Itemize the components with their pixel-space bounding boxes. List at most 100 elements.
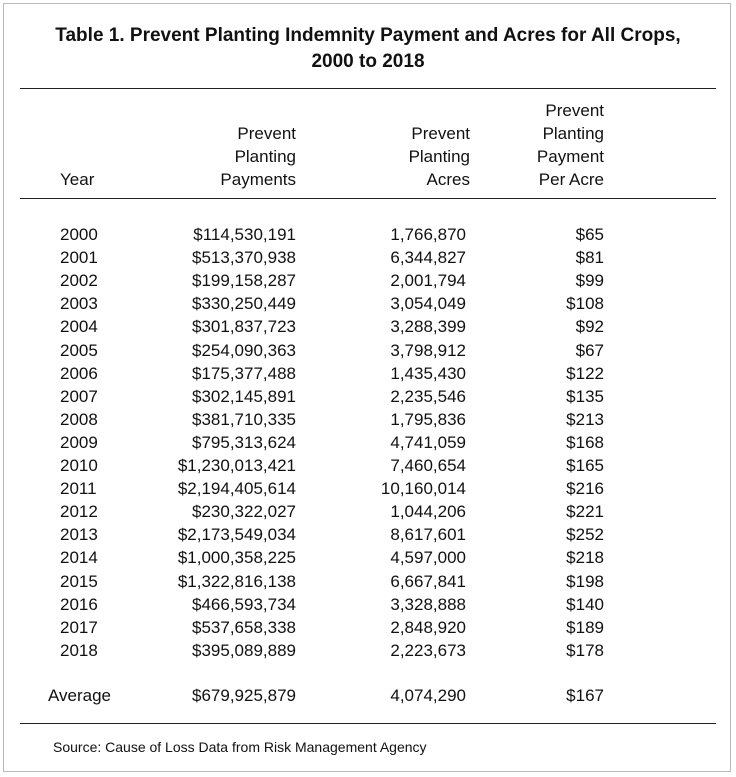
row-per-acre: $178 bbox=[566, 641, 604, 660]
row-year: 2000 bbox=[60, 225, 98, 244]
header-payments-line3: Payments bbox=[220, 170, 296, 189]
header-per-acre-line4: Per Acre bbox=[538, 170, 604, 189]
row-acres: 2,235,546 bbox=[390, 387, 466, 406]
row-per-acre: $252 bbox=[566, 525, 604, 544]
row-year: 2003 bbox=[60, 294, 98, 313]
row-acres: 3,328,888 bbox=[390, 595, 466, 614]
row-acres: 2,001,794 bbox=[390, 271, 466, 290]
row-acres: 10,160,014 bbox=[380, 479, 466, 498]
header-per-acre-line1: Prevent bbox=[545, 101, 604, 120]
header-acres-line3: Acres bbox=[426, 170, 470, 189]
header-payments-line1: Prevent bbox=[237, 124, 296, 143]
row-year: 2014 bbox=[60, 548, 98, 567]
row-payments: $466,593,734 bbox=[192, 595, 296, 614]
header-payments-line2: Planting bbox=[234, 147, 296, 166]
row-year: 2015 bbox=[60, 572, 98, 591]
row-year: 2009 bbox=[60, 433, 98, 452]
row-acres: 2,223,673 bbox=[390, 641, 466, 660]
table-title: Table 1. Prevent Planting Indemnity Paym… bbox=[55, 25, 681, 46]
row-payments: $199,158,287 bbox=[192, 271, 296, 290]
source-note: Source: Cause of Loss Data from Risk Man… bbox=[53, 739, 427, 755]
row-per-acre: $213 bbox=[566, 410, 604, 429]
row-year: 2016 bbox=[60, 595, 98, 614]
row-year: 2001 bbox=[60, 248, 98, 267]
row-acres: 1,795,836 bbox=[390, 410, 466, 429]
row-per-acre: $168 bbox=[566, 433, 604, 452]
row-per-acre: $99 bbox=[575, 271, 604, 290]
header-acres-line1: Prevent bbox=[411, 124, 470, 143]
row-per-acre: $67 bbox=[575, 341, 604, 360]
row-acres: 3,798,912 bbox=[390, 341, 466, 360]
row-year: 2008 bbox=[60, 410, 98, 429]
row-year: 2010 bbox=[60, 456, 98, 475]
row-year: 2006 bbox=[60, 364, 98, 383]
row-year: 2007 bbox=[60, 387, 98, 406]
top-rule bbox=[20, 88, 716, 89]
row-year: 2004 bbox=[60, 317, 98, 336]
row-payments: $1,322,816,138 bbox=[177, 572, 296, 591]
row-payments: $175,377,488 bbox=[192, 364, 296, 383]
row-acres: 2,848,920 bbox=[390, 618, 466, 637]
row-per-acre: $221 bbox=[566, 502, 604, 521]
row-acres: 3,288,399 bbox=[390, 317, 466, 336]
header-rule bbox=[20, 198, 716, 199]
row-year: 2013 bbox=[60, 525, 98, 544]
row-acres: 3,054,049 bbox=[390, 294, 466, 313]
row-acres: 1,435,430 bbox=[390, 364, 466, 383]
row-acres: 6,667,841 bbox=[390, 572, 466, 591]
row-payments: $395,089,889 bbox=[192, 641, 296, 660]
row-per-acre: $92 bbox=[575, 317, 604, 336]
row-payments: $114,530,191 bbox=[193, 225, 296, 244]
header-per-acre-line2: Planting bbox=[542, 124, 604, 143]
row-payments: $330,250,449 bbox=[192, 294, 296, 313]
row-payments: $795,313,624 bbox=[192, 433, 296, 452]
header-acres: Prevent Planting Acres bbox=[409, 122, 470, 191]
average-label: Average bbox=[48, 686, 112, 705]
row-per-acre: $218 bbox=[566, 548, 604, 567]
average-per-acre: $167 bbox=[566, 686, 604, 705]
row-year: 2012 bbox=[60, 502, 98, 521]
row-payments: $2,173,549,034 bbox=[177, 525, 296, 544]
footer-rule bbox=[20, 723, 716, 724]
row-acres: 7,460,654 bbox=[390, 456, 466, 475]
row-payments: $254,090,363 bbox=[192, 341, 296, 360]
table-title-years: 2000 to 2018 bbox=[311, 51, 425, 72]
row-payments: $301,837,723 bbox=[192, 317, 296, 336]
row-year: 2017 bbox=[60, 618, 98, 637]
row-per-acre: $189 bbox=[566, 618, 604, 637]
average-acres: 4,074,290 bbox=[390, 686, 466, 705]
row-payments: $230,322,027 bbox=[192, 502, 296, 521]
row-acres: 1,044,206 bbox=[390, 502, 466, 521]
row-acres: 8,617,601 bbox=[390, 525, 466, 544]
row-payments: $1,230,013,421 bbox=[177, 456, 296, 475]
header-year: Year bbox=[60, 170, 95, 189]
row-acres: 4,741,059 bbox=[390, 433, 466, 452]
row-per-acre: $108 bbox=[566, 294, 604, 313]
average-payments: $679,925,879 bbox=[192, 686, 296, 705]
row-per-acre: $198 bbox=[566, 572, 604, 591]
row-per-acre: $140 bbox=[566, 595, 604, 614]
row-year: 2002 bbox=[60, 271, 98, 290]
row-payments: $302,145,891 bbox=[192, 387, 296, 406]
row-payments: $1,000,358,225 bbox=[177, 548, 296, 567]
row-per-acre: $165 bbox=[566, 456, 604, 475]
row-year: 2011 bbox=[60, 479, 97, 498]
row-per-acre: $122 bbox=[566, 364, 604, 383]
row-per-acre: $65 bbox=[575, 225, 604, 244]
row-per-acre: $135 bbox=[566, 387, 604, 406]
table-frame bbox=[3, 3, 731, 772]
row-year: 2005 bbox=[60, 341, 98, 360]
row-per-acre: $81 bbox=[575, 248, 604, 267]
row-payments: $513,370,938 bbox=[192, 248, 296, 267]
header-payments: Prevent Planting Payments bbox=[220, 122, 296, 191]
header-per-acre: Prevent Planting Payment Per Acre bbox=[537, 99, 604, 191]
row-payments: $2,194,405,614 bbox=[177, 479, 296, 498]
row-per-acre: $216 bbox=[566, 479, 604, 498]
row-year: 2018 bbox=[60, 641, 98, 660]
row-acres: 1,766,870 bbox=[390, 225, 466, 244]
row-acres: 4,597,000 bbox=[390, 548, 466, 567]
header-per-acre-line3: Payment bbox=[536, 147, 604, 166]
header-acres-line2: Planting bbox=[408, 147, 470, 166]
row-acres: 6,344,827 bbox=[390, 248, 466, 267]
row-payments: $381,710,335 bbox=[192, 410, 296, 429]
